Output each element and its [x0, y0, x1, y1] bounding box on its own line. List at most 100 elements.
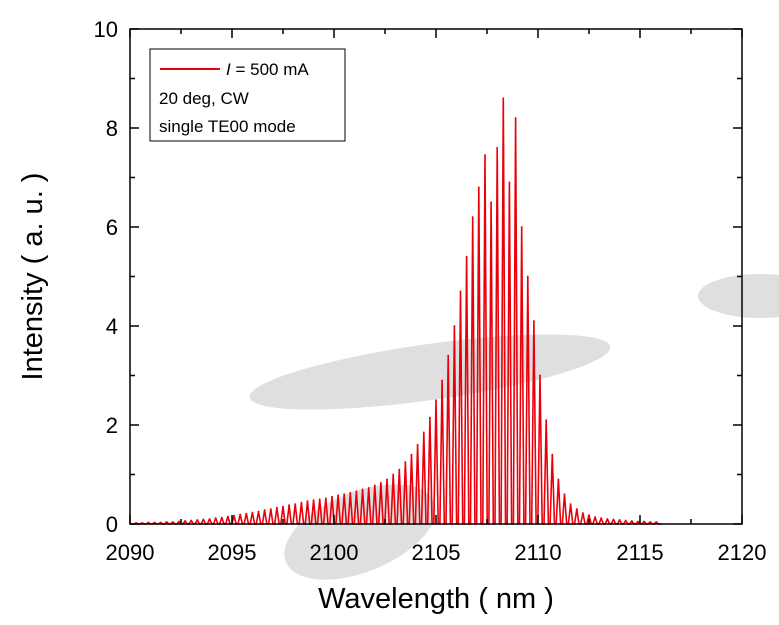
- spectrum-peak: [551, 453, 554, 456]
- spectrum-peak: [337, 494, 339, 497]
- spectrum-peak: [649, 521, 652, 523]
- spectrum-peak: [655, 521, 658, 523]
- spectrum-peak: [606, 518, 609, 520]
- legend-series-symbol: I: [226, 60, 231, 79]
- spectrum-peak: [361, 488, 364, 491]
- spectrum-peak: [276, 506, 278, 509]
- spectrum-peak: [367, 487, 370, 489]
- spectrum-peak: [282, 505, 284, 508]
- spectrum-peak: [569, 503, 572, 506]
- spectrum-peak: [312, 499, 315, 502]
- spectrum-peak: [465, 255, 468, 258]
- spectrum-peak: [318, 498, 321, 501]
- spectrum-peak: [484, 154, 486, 157]
- spectrum-peak: [453, 325, 456, 327]
- spectrum-peak: [159, 521, 162, 524]
- watermark-ellipse: [698, 274, 779, 318]
- spectrum-peak: [600, 517, 603, 519]
- spectrum-peak: [459, 290, 462, 293]
- spectrum-peak: [324, 497, 327, 500]
- legend-series-label: I = 500 mA: [226, 60, 309, 79]
- spectrum-peak: [533, 320, 535, 322]
- legend-mode-label: single TE00 mode: [159, 117, 296, 136]
- spectrum-peak: [190, 519, 193, 522]
- spectrum-peak: [520, 226, 523, 228]
- spectrum-peak: [539, 374, 541, 377]
- spectrum-peak: [300, 501, 303, 504]
- spectrum-peak: [355, 490, 358, 493]
- x-tick-label: 2105: [412, 540, 461, 565]
- spectrum-peak: [514, 117, 517, 119]
- spectrum-peak: [612, 518, 615, 521]
- y-tick-label: 0: [106, 512, 118, 537]
- x-tick-label: 2120: [718, 540, 767, 565]
- spectrum-peak: [233, 514, 235, 517]
- spectrum-peak: [269, 508, 272, 510]
- spectrum-peak: [441, 379, 443, 382]
- spectrum-peak: [404, 461, 407, 463]
- spectrum-peak: [618, 519, 621, 521]
- spectrum-peak: [165, 521, 168, 523]
- spectrum-peak: [526, 275, 529, 278]
- x-tick-label: 2115: [616, 540, 663, 565]
- spectrum-peak: [349, 491, 352, 494]
- spectrum-peak: [380, 482, 382, 484]
- spectrum-peak: [624, 519, 627, 522]
- spectrum-peak: [490, 201, 492, 204]
- spectrum-peak: [373, 484, 376, 487]
- spectrum-peak: [588, 514, 590, 516]
- spectrum-peak: [630, 520, 633, 522]
- tick-labels: 2090 2095 2100 2105 2110 2115 2120 0 2 4 6 8 10: [94, 17, 767, 565]
- spectrum-peak: [263, 509, 266, 511]
- spectrum-peak: [251, 511, 254, 514]
- x-tick-label: 2090: [106, 540, 155, 565]
- spectrum-peak: [214, 517, 217, 519]
- spectrum-peak: [637, 520, 639, 523]
- spectrum-peak: [410, 453, 413, 456]
- spectrum-peak: [208, 518, 211, 520]
- spectrum-peak: [575, 508, 578, 510]
- x-tick-label: 2100: [310, 540, 359, 565]
- spectrum-peak: [331, 495, 333, 498]
- x-axis-title: Wavelength ( nm ): [318, 583, 554, 615]
- spectrum-peak: [392, 473, 395, 476]
- y-tick-label: 10: [94, 17, 118, 42]
- spectrum-peak: [545, 419, 548, 421]
- y-tick-label: 2: [106, 413, 118, 438]
- legend-condition-label: 20 deg, CW: [159, 89, 249, 108]
- spectrum-peak: [196, 519, 199, 521]
- spectrum-peak: [416, 443, 419, 446]
- spectrum-peak: [582, 512, 584, 514]
- spectrum-peak: [343, 493, 346, 496]
- spectrum-peak: [502, 97, 505, 100]
- spectrum-peak: [429, 416, 431, 419]
- spectrum-peak: [153, 521, 156, 524]
- series-layer: [130, 97, 663, 525]
- legend: I = 500 mA 20 deg, CW single TE00 mode: [149, 48, 346, 142]
- spectrum-peak: [643, 520, 645, 523]
- y-tick-label: 8: [106, 116, 118, 141]
- spectrum-peak: [227, 515, 229, 518]
- spectrum-peak: [288, 504, 290, 507]
- spectrum-peak: [496, 146, 499, 149]
- spectrum-peak: [557, 478, 560, 481]
- spectrum-peak: [171, 521, 174, 523]
- spectrum-peak: [239, 513, 242, 516]
- spectrum-peak: [398, 468, 401, 471]
- spectrum-peak: [508, 181, 511, 184]
- spectrum-peak: [435, 399, 437, 402]
- spectrum-peak: [184, 520, 187, 522]
- spectrum-peak: [202, 518, 205, 521]
- spectrum-peak: [147, 521, 150, 524]
- spectrum-peak: [220, 516, 223, 519]
- spectrum-peak: [386, 478, 388, 481]
- y-tick-label: 4: [106, 314, 118, 339]
- y-tick-label: 6: [106, 215, 118, 240]
- spectrum-peak: [422, 431, 425, 434]
- spectrum-peak: [563, 493, 566, 496]
- x-tick-label: 2110: [514, 540, 561, 565]
- spectrum-peak: [257, 510, 260, 513]
- spectrum-peak: [447, 354, 450, 357]
- legend-box: [149, 48, 346, 142]
